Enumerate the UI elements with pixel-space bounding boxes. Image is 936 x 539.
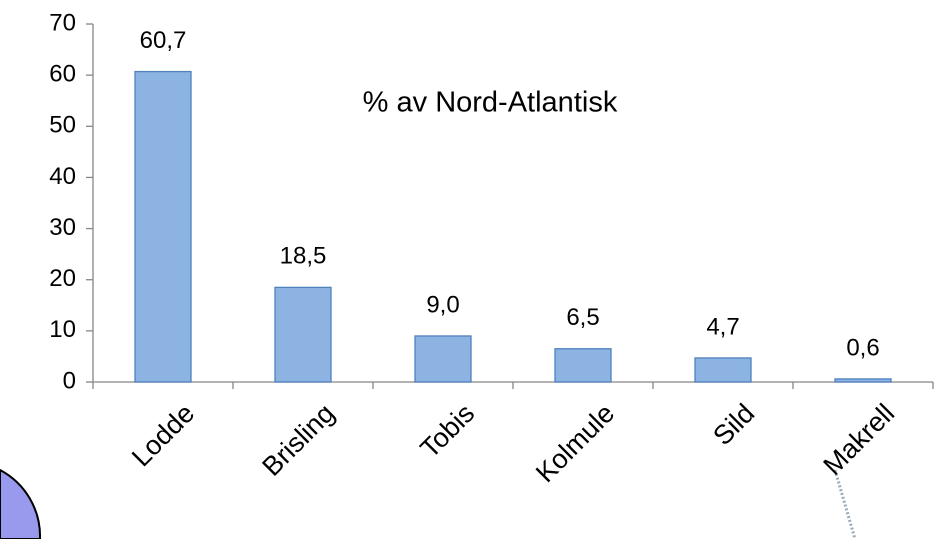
y-tick-label: 20 [49,265,76,292]
y-tick-label: 10 [49,316,76,343]
value-label: 9,0 [426,291,459,318]
x-tick-label: Kolmule [530,398,620,488]
x-tick-label: Lodde [126,398,200,472]
x-tick-label: Makrell [818,398,901,481]
decoration [0,468,42,539]
y-tick-label: 50 [49,112,76,139]
y-tick-label: 60 [49,60,76,87]
bar [554,348,612,383]
value-label: 4,7 [706,313,739,340]
value-label: 6,5 [566,304,599,331]
y-tick-label: 30 [49,214,76,241]
y-tick-label: 40 [49,163,76,190]
y-tick-label: 70 [49,9,76,36]
value-label: 18,5 [280,243,327,270]
x-tick-label: Sild [707,398,760,451]
bar [834,378,892,383]
bar [134,70,192,383]
chart-title: % av Nord-Atlantisk [363,87,618,119]
bar [274,286,332,383]
value-label: 60,7 [140,27,187,54]
x-tick-label: Tobis [414,398,480,464]
x-tick-label: Brisling [256,398,340,482]
y-tick-label: 0 [63,367,76,394]
bar [414,335,472,383]
bar [694,357,752,383]
value-label: 0,6 [846,334,879,361]
